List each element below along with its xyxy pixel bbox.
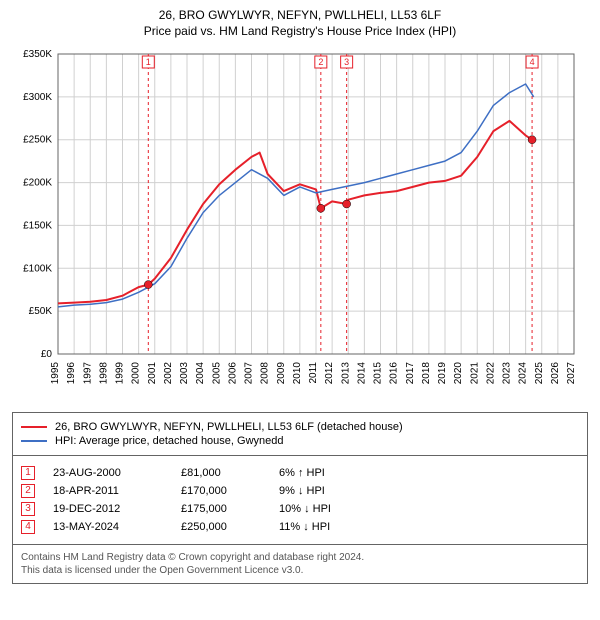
- svg-text:2023: 2023: [502, 362, 513, 385]
- svg-text:2022: 2022: [485, 362, 496, 385]
- svg-text:2: 2: [318, 57, 323, 67]
- legend-item: 26, BRO GWYLWYR, NEFYN, PWLLHELI, LL53 6…: [21, 421, 579, 433]
- svg-text:4: 4: [530, 57, 535, 67]
- svg-text:£0: £0: [41, 349, 53, 360]
- transaction-marker: 2: [21, 484, 35, 498]
- svg-text:2027: 2027: [566, 362, 577, 385]
- transaction-date: 18-APR-2011: [53, 485, 163, 497]
- svg-text:£200K: £200K: [23, 178, 52, 189]
- transaction-row: 2 18-APR-2011 £170,000 9% ↓ HPI: [21, 484, 579, 498]
- transaction-row: 3 19-DEC-2012 £175,000 10% ↓ HPI: [21, 502, 579, 516]
- svg-text:1999: 1999: [115, 362, 126, 385]
- svg-text:2007: 2007: [244, 362, 255, 385]
- svg-text:1998: 1998: [98, 362, 109, 385]
- svg-text:1: 1: [146, 57, 151, 67]
- transaction-marker: 3: [21, 502, 35, 516]
- legend-item: HPI: Average price, detached house, Gwyn…: [21, 435, 579, 447]
- svg-text:2016: 2016: [389, 362, 400, 385]
- svg-text:£50K: £50K: [29, 306, 53, 317]
- footer-line: Contains HM Land Registry data © Crown c…: [21, 551, 579, 564]
- transaction-price: £250,000: [181, 521, 261, 533]
- legend-swatch: [21, 440, 47, 442]
- transaction-table: 1 23-AUG-2000 £81,000 6% ↑ HPI 2 18-APR-2011 £…: [12, 456, 588, 545]
- svg-text:£250K: £250K: [23, 135, 52, 146]
- footer-attribution: Contains HM Land Registry data © Crown c…: [12, 545, 588, 584]
- transaction-diff: 11% ↓ HPI: [279, 521, 379, 533]
- chart-subtitle: Price paid vs. HM Land Registry's House …: [12, 24, 588, 38]
- svg-text:2020: 2020: [453, 362, 464, 385]
- chart-container: 26, BRO GWYLWYR, NEFYN, PWLLHELI, LL53 6…: [0, 0, 600, 596]
- transaction-diff: 10% ↓ HPI: [279, 503, 379, 515]
- chart-title: 26, BRO GWYLWYR, NEFYN, PWLLHELI, LL53 6…: [12, 8, 588, 22]
- svg-text:2012: 2012: [324, 362, 335, 385]
- transaction-diff: 9% ↓ HPI: [279, 485, 379, 497]
- svg-text:2003: 2003: [179, 362, 190, 385]
- svg-text:2019: 2019: [437, 362, 448, 385]
- svg-text:2017: 2017: [405, 362, 416, 385]
- transaction-row: 1 23-AUG-2000 £81,000 6% ↑ HPI: [21, 466, 579, 480]
- legend-swatch: [21, 426, 47, 428]
- transaction-date: 19-DEC-2012: [53, 503, 163, 515]
- transaction-price: £81,000: [181, 467, 261, 479]
- svg-text:1997: 1997: [82, 362, 93, 385]
- svg-text:£350K: £350K: [23, 49, 52, 60]
- transaction-marker: 4: [21, 520, 35, 534]
- svg-text:2006: 2006: [227, 362, 238, 385]
- svg-text:2011: 2011: [308, 362, 319, 384]
- svg-text:2005: 2005: [211, 362, 222, 385]
- chart-plot: £0 £50K £100K £150K £200K £250K £300K £350K 1995…: [12, 46, 588, 406]
- svg-text:2025: 2025: [534, 362, 545, 385]
- svg-text:2024: 2024: [518, 362, 529, 385]
- svg-text:£100K: £100K: [23, 263, 52, 274]
- transaction-row: 4 13-MAY-2024 £250,000 11% ↓ HPI: [21, 520, 579, 534]
- svg-text:2000: 2000: [131, 362, 142, 385]
- svg-text:2008: 2008: [260, 362, 271, 385]
- svg-text:2018: 2018: [421, 362, 432, 385]
- svg-text:1996: 1996: [66, 362, 77, 385]
- svg-text:1995: 1995: [50, 362, 61, 385]
- svg-text:2009: 2009: [276, 362, 287, 385]
- transaction-date: 13-MAY-2024: [53, 521, 163, 533]
- svg-text:2015: 2015: [373, 362, 384, 385]
- svg-text:2021: 2021: [469, 362, 480, 385]
- svg-text:£150K: £150K: [23, 220, 52, 231]
- legend-label: 26, BRO GWYLWYR, NEFYN, PWLLHELI, LL53 6…: [55, 421, 403, 433]
- transaction-price: £175,000: [181, 503, 261, 515]
- transaction-marker: 1: [21, 466, 35, 480]
- svg-text:2026: 2026: [550, 362, 561, 385]
- legend: 26, BRO GWYLWYR, NEFYN, PWLLHELI, LL53 6…: [12, 412, 588, 456]
- svg-text:£300K: £300K: [23, 92, 52, 103]
- svg-text:2014: 2014: [356, 362, 367, 385]
- transaction-diff: 6% ↑ HPI: [279, 467, 379, 479]
- legend-label: HPI: Average price, detached house, Gwyn…: [55, 435, 284, 447]
- svg-text:3: 3: [344, 57, 349, 67]
- svg-text:2004: 2004: [195, 362, 206, 385]
- transaction-price: £170,000: [181, 485, 261, 497]
- svg-text:2010: 2010: [292, 362, 303, 385]
- svg-text:2002: 2002: [163, 362, 174, 385]
- footer-line: This data is licensed under the Open Gov…: [21, 564, 579, 577]
- transaction-date: 23-AUG-2000: [53, 467, 163, 479]
- svg-text:2001: 2001: [147, 362, 158, 385]
- svg-text:2013: 2013: [340, 362, 351, 385]
